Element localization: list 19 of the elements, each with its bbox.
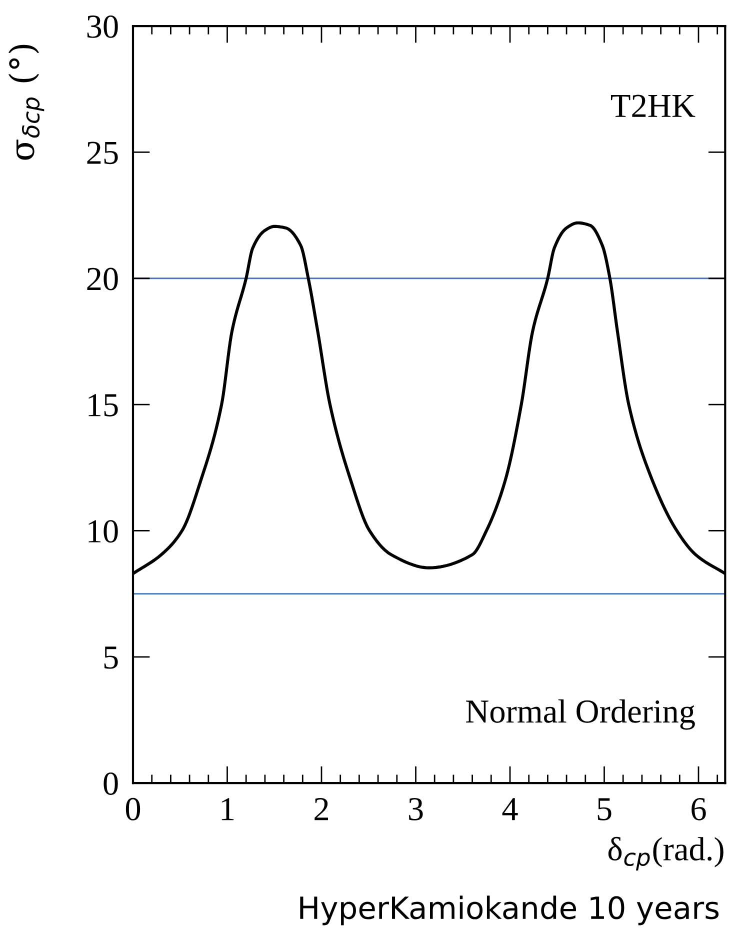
- x-tick-label: 3: [409, 798, 423, 820]
- x-tick-label: 1: [222, 798, 234, 820]
- y-tick-label: 15: [88, 394, 118, 416]
- y-tick-label: 5: [104, 646, 118, 669]
- text: HyperKamiokande 10 years: [300, 896, 719, 926]
- y-axis-title: σ$_{δcp}$ (°): [8, 44, 44, 160]
- y-tick-label: 30: [87, 15, 118, 38]
- x-tick-label: 4: [502, 798, 518, 820]
- x-tick-label: 2: [314, 798, 328, 820]
- x-tick-label: 5: [598, 798, 612, 820]
- y-tick-label: 20: [87, 268, 118, 290]
- annotation: T2HK: [610, 94, 696, 117]
- annotation: Normal Ordering: [466, 699, 695, 730]
- x-tick-label: 0: [126, 798, 140, 820]
- x-tick-label: 6: [692, 798, 706, 820]
- y-tick-label: 10: [88, 520, 118, 543]
- y-tick-label: 0: [104, 772, 118, 795]
- y-tick-label: 25: [87, 142, 118, 164]
- x-axis-title: δ$_{cp}$(rad.): [608, 836, 724, 871]
